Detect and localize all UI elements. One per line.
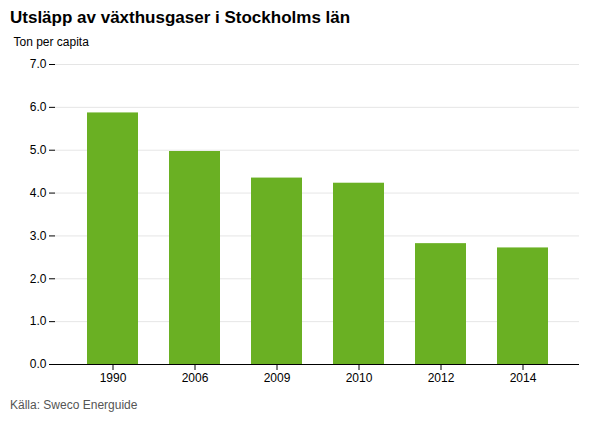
svg-text:2.0: 2.0 bbox=[30, 272, 47, 286]
svg-text:2010: 2010 bbox=[346, 371, 373, 385]
svg-text:2012: 2012 bbox=[428, 371, 455, 385]
svg-text:2014: 2014 bbox=[510, 371, 537, 385]
svg-text:6.0: 6.0 bbox=[30, 100, 47, 114]
svg-text:0.0: 0.0 bbox=[30, 357, 47, 371]
svg-text:7.0: 7.0 bbox=[30, 57, 47, 71]
svg-text:Ton per capita: Ton per capita bbox=[14, 35, 90, 49]
svg-text:1.0: 1.0 bbox=[30, 314, 47, 328]
html-text:Källa: Sweco Energuide: Källa: Sweco Energuide bbox=[10, 398, 138, 412]
svg-text:3.0: 3.0 bbox=[30, 229, 47, 243]
svg-text:1990: 1990 bbox=[100, 371, 127, 385]
svg-text:5.0: 5.0 bbox=[30, 143, 47, 157]
html-text:Utsläpp av växthusgaser i Stoc: Utsläpp av växthusgaser i Stockholms län bbox=[10, 8, 351, 27]
svg-text:2009: 2009 bbox=[264, 371, 291, 385]
svg-text:2006: 2006 bbox=[182, 371, 209, 385]
svg-text:4.0: 4.0 bbox=[30, 186, 47, 200]
